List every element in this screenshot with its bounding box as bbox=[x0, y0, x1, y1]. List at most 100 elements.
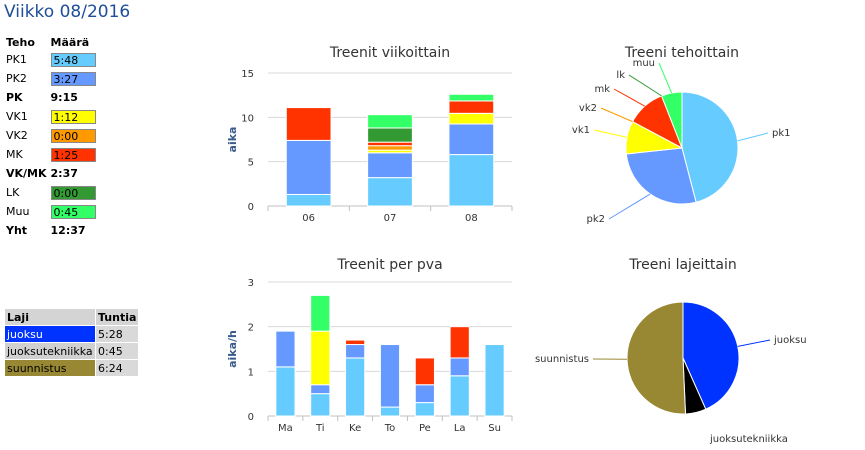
daily-chart-bar-segment bbox=[345, 344, 366, 359]
intensity-value-cell: 3:27 bbox=[49, 69, 99, 88]
intensity-total-value: 12:37 bbox=[50, 224, 86, 237]
intensity-table: Teho Määrä PK1 5:48 PK2 3:27 PK 9:15 VK1 1:12 VK… bbox=[4, 34, 99, 240]
weekly-chart-bar-segment bbox=[285, 139, 332, 195]
weekly-chart-ylabel: aika bbox=[226, 127, 239, 153]
weekly-chart-bar-segment bbox=[448, 112, 495, 125]
daily-chart-xtick: Ti bbox=[315, 423, 325, 434]
daily-chart-bar-segment bbox=[414, 384, 435, 404]
intensity-row: PK1 5:48 bbox=[4, 50, 99, 69]
intensity-header-teho: Teho bbox=[6, 35, 35, 49]
weekly-chart-xtick: 06 bbox=[302, 213, 315, 224]
intensity-value-cell: 0:00 bbox=[49, 126, 99, 145]
intensity-total-value: 9:15 bbox=[50, 91, 78, 104]
intensity-value-cell: 1:25 bbox=[49, 145, 99, 164]
daily-chart-ytick: 3 bbox=[248, 278, 254, 289]
intensity-pie-connector bbox=[608, 193, 651, 220]
weekly-chart-bar-segment bbox=[367, 145, 413, 151]
sport-name: juoksutekniikka bbox=[4, 342, 96, 360]
intensity-label: LK bbox=[6, 186, 20, 199]
intensity-pie-label: mk bbox=[594, 84, 610, 95]
page-title: Viikko 08/2016 bbox=[4, 2, 131, 22]
weekly-chart-bar-segment bbox=[367, 141, 413, 147]
intensity-value: 1:12 bbox=[50, 109, 96, 124]
intensity-pie-label: lk bbox=[616, 70, 625, 81]
weekly-chart-bar-segment bbox=[448, 100, 495, 114]
intensity-pie-connector bbox=[628, 74, 662, 97]
intensity-label: VK/MK bbox=[6, 167, 47, 180]
weekly-chart-ytick: 0 bbox=[248, 202, 254, 213]
intensity-value-cell: 0:45 bbox=[49, 202, 99, 221]
daily-chart-bar-segment bbox=[414, 357, 435, 386]
daily-chart-bar-segment bbox=[310, 294, 331, 332]
sport-table-body: juoksu 5:28 juoksutekniikka 0:45 suunnistus 6… bbox=[4, 325, 140, 377]
weekly-chart-bar-segment bbox=[448, 154, 495, 207]
weekly-chart-bar-segment bbox=[367, 177, 413, 207]
daily-chart-bar-segment bbox=[345, 339, 366, 346]
intensity-pie-connector bbox=[600, 107, 633, 123]
sport-hours: 6:24 bbox=[94, 359, 140, 377]
sport-pie-slice bbox=[682, 301, 740, 410]
daily-chart-xtick: Pe bbox=[419, 423, 431, 434]
intensity-value-cell: 5:48 bbox=[49, 50, 99, 69]
intensity-value: 0:00 bbox=[50, 128, 96, 143]
intensity-pie-label: pk2 bbox=[586, 214, 605, 225]
daily-chart-bar-segment bbox=[310, 330, 331, 386]
daily-chart-bar-segment bbox=[379, 344, 401, 408]
intensity-label: VK2 bbox=[6, 129, 28, 142]
daily-chart-bar-segment bbox=[345, 357, 366, 417]
sport-pie-label: juoksutekniikka bbox=[709, 434, 788, 445]
daily-chart-xtick: Su bbox=[488, 423, 501, 434]
intensity-pie-slice bbox=[681, 91, 739, 203]
daily-chart-bar-segment bbox=[310, 384, 331, 395]
daily-chart-title: Treenit per pva bbox=[336, 257, 442, 273]
intensity-pie-connector bbox=[658, 62, 673, 94]
intensity-label: VK1 bbox=[6, 110, 28, 123]
sport-pie-title: Treeni lajeittain bbox=[628, 257, 737, 273]
daily-chart-xtick: To bbox=[384, 423, 396, 434]
intensity-pie-label: vk2 bbox=[579, 103, 597, 114]
weekly-chart-bar-segment bbox=[448, 123, 495, 156]
intensity-value: 1:25 bbox=[50, 147, 96, 162]
intensity-row: PK2 3:27 bbox=[4, 69, 99, 88]
intensity-sum-row: Yht 12:37 bbox=[4, 221, 99, 240]
intensity-row: VK2 0:00 bbox=[4, 126, 99, 145]
weekly-chart-xtick: 07 bbox=[384, 213, 397, 224]
sport-pie-label: juoksu bbox=[773, 335, 807, 346]
sport-pie-slice bbox=[626, 301, 687, 415]
intensity-label: MK bbox=[6, 148, 23, 161]
intensity-label: Yht bbox=[6, 224, 28, 237]
intensity-pie-slice bbox=[660, 91, 683, 149]
intensity-pie-title: Treeni tehoittain bbox=[624, 45, 739, 61]
intensity-value: 0:00 bbox=[50, 185, 96, 200]
sport-pie-connector bbox=[737, 339, 771, 347]
intensity-sum-row: VK/MK 2:37 bbox=[4, 164, 99, 183]
intensity-total-value: 2:37 bbox=[50, 167, 78, 180]
weekly-chart-bar-segment bbox=[448, 93, 495, 102]
daily-chart-xtick: La bbox=[454, 423, 466, 434]
intensity-row: Muu 0:45 bbox=[4, 202, 99, 221]
intensity-value: 0:45 bbox=[50, 204, 96, 219]
intensity-row: LK 0:00 bbox=[4, 183, 99, 202]
weekly-chart-title: Treenit viikoittain bbox=[329, 45, 450, 61]
sport-pie-label: suunnistus bbox=[535, 354, 589, 365]
daily-chart-ylabel: aika/h bbox=[226, 330, 239, 368]
weekly-chart-bar-segment bbox=[285, 107, 332, 141]
daily-chart-xtick: Ke bbox=[349, 423, 361, 434]
daily-chart-ytick: 0 bbox=[248, 412, 254, 423]
daily-chart-ytick: 2 bbox=[248, 323, 254, 334]
daily-chart-bar-segment bbox=[449, 357, 470, 377]
sport-row: juoksutekniikka 0:45 bbox=[4, 342, 140, 360]
intensity-value-cell: 0:00 bbox=[49, 183, 99, 202]
daily-chart-xtick: Ma bbox=[278, 423, 293, 434]
weekly-chart-bar-segment bbox=[367, 152, 413, 179]
weekly-chart-bar-segment bbox=[367, 127, 413, 143]
daily-chart-bar-segment bbox=[484, 344, 505, 417]
intensity-header-maara: Määrä bbox=[50, 35, 90, 49]
intensity-label: PK bbox=[6, 91, 23, 104]
daily-chart-bar-segment bbox=[449, 326, 470, 359]
intensity-pie-connector bbox=[737, 132, 769, 142]
intensity-label: PK1 bbox=[6, 53, 27, 66]
weekly-chart-bar-segment bbox=[367, 114, 413, 129]
daily-chart-bar-segment bbox=[449, 375, 470, 417]
